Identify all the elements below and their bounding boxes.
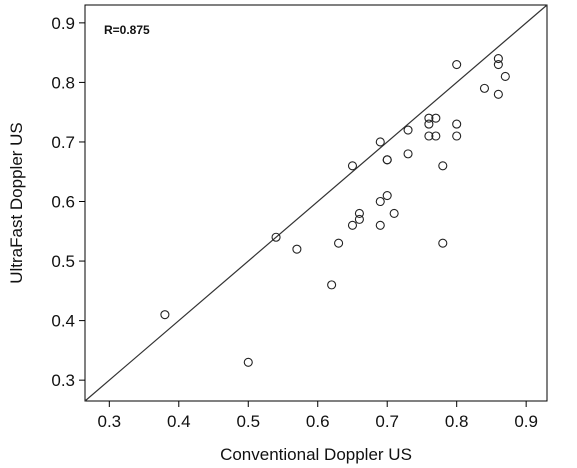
data-point — [382, 155, 392, 165]
x-tick-label: 0.8 — [445, 412, 469, 431]
x-axis-label: Conventional Doppler US — [220, 445, 412, 464]
y-tick-label: 0.4 — [51, 312, 75, 331]
data-point — [452, 131, 462, 141]
y-axis-label: UltraFast Doppler US — [7, 122, 26, 284]
data-point — [493, 89, 503, 99]
data-point — [375, 220, 385, 230]
x-tick-label: 0.6 — [306, 412, 330, 431]
y-tick-label: 0.6 — [51, 193, 75, 212]
x-tick-label: 0.9 — [514, 412, 538, 431]
data-point — [403, 149, 413, 159]
data-point — [327, 280, 337, 290]
x-axis: 0.3 0.4 0.5 0.6 0.7 0.8 0.9 — [97, 401, 538, 431]
y-axis: 0.3 0.4 0.5 0.6 0.7 0.8 0.9 — [51, 14, 85, 390]
data-point — [438, 238, 448, 248]
data-point — [493, 54, 503, 64]
data-point — [382, 191, 392, 201]
data-point — [479, 83, 490, 93]
y-tick-label: 0.3 — [51, 371, 75, 390]
data-point — [500, 71, 510, 82]
y-tick-label: 0.8 — [51, 73, 75, 92]
data-point — [375, 137, 385, 147]
correlation-annotation: R=0.875 — [104, 23, 150, 37]
data-point — [347, 161, 358, 171]
data-point — [243, 357, 253, 367]
y-tick-label: 0.9 — [51, 14, 75, 33]
data-point — [424, 119, 434, 129]
data-point — [347, 220, 358, 230]
data-point — [292, 244, 302, 254]
data-point — [271, 232, 281, 242]
x-tick-label: 0.5 — [236, 412, 260, 431]
data-point — [354, 214, 364, 224]
data-point — [403, 125, 413, 135]
data-point — [160, 310, 170, 320]
y-tick-label: 0.5 — [51, 252, 75, 271]
data-point — [452, 59, 462, 70]
data-point — [431, 113, 441, 123]
data-point — [389, 208, 399, 218]
data-point — [493, 59, 503, 70]
data-point — [431, 131, 441, 141]
data-point — [354, 208, 364, 218]
x-tick-label: 0.4 — [167, 412, 191, 431]
data-point — [424, 113, 434, 123]
data-point — [375, 196, 385, 207]
identity-line — [84, 4, 548, 402]
x-tick-label: 0.3 — [97, 412, 121, 431]
data-point — [334, 238, 344, 248]
x-tick-label: 0.7 — [375, 412, 399, 431]
data-point — [438, 161, 448, 171]
y-tick-label: 0.7 — [51, 133, 75, 152]
data-point — [424, 131, 434, 141]
data-point — [452, 119, 462, 129]
data-points — [160, 54, 510, 367]
